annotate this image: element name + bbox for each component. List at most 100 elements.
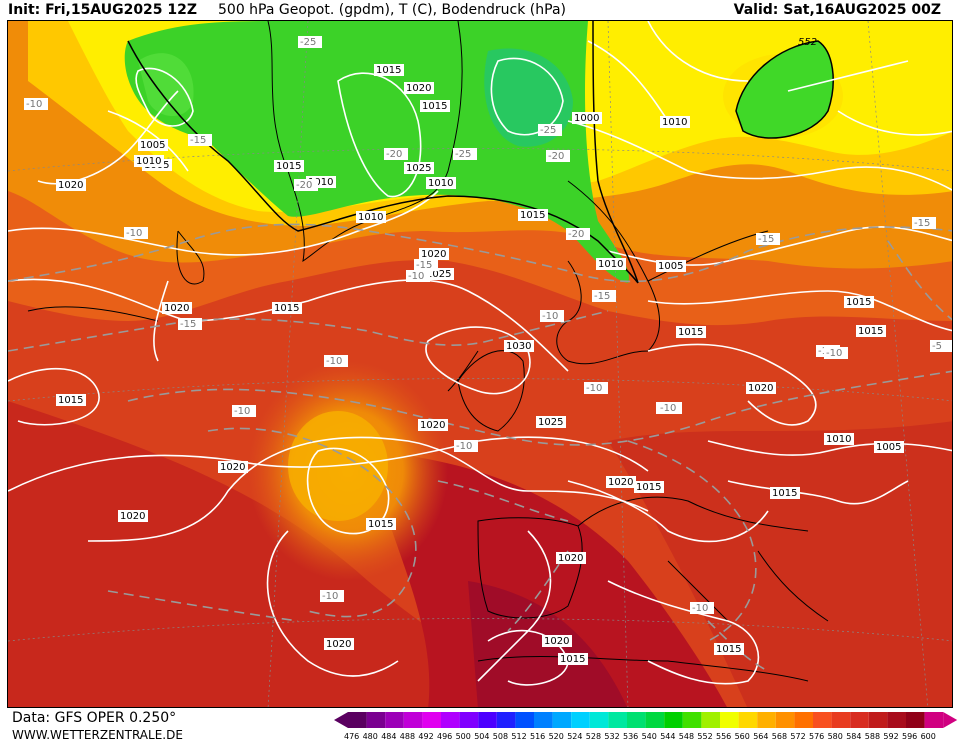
pressure-label: 1015 [56, 394, 86, 406]
temperature-label: -10 [406, 270, 430, 282]
legend-value: 536 [623, 732, 638, 740]
legend-swatch [422, 712, 441, 728]
temperature-label: -10 [324, 355, 348, 367]
shade-region [608, 421, 952, 707]
map-canvas: 552 100510151020101510251010100010101005… [8, 21, 952, 707]
contour-552-label: 552 [798, 37, 817, 48]
temperature-label: -15 [756, 233, 780, 245]
svg-text:1010: 1010 [358, 212, 383, 223]
legend-value: 532 [604, 732, 619, 740]
svg-text:-10: -10 [408, 271, 424, 282]
legend-value: 576 [809, 732, 824, 740]
temperature-label: -15 [592, 290, 616, 302]
pressure-label: 1015 [558, 653, 588, 665]
svg-text:-25: -25 [455, 149, 471, 160]
legend-swatch [645, 712, 665, 728]
svg-text:1020: 1020 [58, 180, 83, 191]
legend-swatch [348, 712, 367, 728]
pressure-label: 1020 [419, 248, 449, 260]
legend-swatch [515, 712, 534, 728]
svg-text:1015: 1015 [376, 65, 401, 76]
pressure-label: 1000 [572, 112, 602, 124]
svg-text:1015: 1015 [716, 644, 741, 655]
svg-text:-10: -10 [456, 441, 472, 452]
legend-value: 504 [474, 732, 489, 740]
svg-text:1020: 1020 [220, 462, 245, 473]
legend-swatch [924, 712, 944, 728]
svg-text:-5: -5 [932, 341, 942, 352]
legend-swatch [813, 712, 832, 728]
svg-text:1015: 1015 [636, 482, 661, 493]
pressure-label: 1015 [366, 518, 396, 530]
svg-text:-10: -10 [326, 356, 342, 367]
temperature-label: -25 [538, 124, 562, 136]
svg-text:-15: -15 [416, 260, 432, 271]
legend-value: 584 [846, 732, 861, 740]
legend-value: 524 [567, 732, 582, 740]
legend-value: 512 [511, 732, 526, 740]
pressure-labels: 1005101510201015102510101000101010051010… [56, 64, 904, 665]
legend-value: 552 [697, 732, 712, 740]
pressure-label: 1020 [418, 419, 448, 431]
temperature-label: -20 [294, 179, 318, 191]
svg-text:1020: 1020 [164, 303, 189, 314]
map-title: 500 hPa Geopot. (gpdm), T (C), Bodendruc… [218, 2, 566, 18]
legend-swatch [738, 712, 758, 728]
legend-value: 500 [456, 732, 471, 740]
temperature-label: -25 [453, 148, 477, 160]
svg-text:1025: 1025 [426, 269, 451, 280]
temperature-label: -20 [546, 150, 570, 162]
pressure-label: 1020 [218, 461, 248, 473]
pressure-label: 1030 [504, 340, 534, 352]
legend-value: 580 [828, 732, 843, 740]
svg-text:1010: 1010 [308, 177, 333, 188]
legend-value: 564 [753, 732, 768, 740]
shade-region [368, 451, 727, 707]
legend-swatch [794, 712, 813, 728]
legend-value: 568 [772, 732, 787, 740]
temperature-label: -10 [540, 310, 564, 322]
pressure-label: 1015 [634, 481, 664, 493]
pressure-label: 1005 [656, 260, 686, 272]
legend-swatch [534, 712, 553, 728]
pressure-label: 1020 [56, 179, 86, 191]
cutoff-low-region [735, 40, 834, 139]
legend-value: 560 [735, 732, 750, 740]
legend-swatch [887, 712, 906, 728]
svg-text:1020: 1020 [421, 249, 446, 260]
header-bar: Init: Fri,15AUG2025 12Z 500 hPa Geopot. … [0, 0, 959, 20]
pressure-label: 1015 [272, 302, 302, 314]
svg-text:-20: -20 [548, 151, 564, 162]
weather-map: 552 100510151020101510251010100010101005… [7, 20, 953, 708]
svg-text:-15: -15 [180, 319, 196, 330]
svg-text:-20: -20 [386, 149, 402, 160]
pressure-label: 1005 [138, 139, 168, 151]
pressure-label: 1010 [426, 177, 456, 189]
pressure-label: 1020 [606, 476, 636, 488]
pressure-label: 1010 [134, 155, 164, 167]
pressure-label: 1015 [676, 326, 706, 338]
legend-value: 528 [586, 732, 601, 740]
svg-text:-10: -10 [322, 591, 338, 602]
pressure-label: 1010 [824, 433, 854, 445]
legend-swatch [459, 712, 479, 728]
svg-text:-10: -10 [26, 99, 42, 110]
temperature-label: -5 [930, 340, 952, 352]
legend-value: 540 [642, 732, 657, 740]
svg-text:1015: 1015 [520, 210, 545, 221]
svg-text:-10: -10 [692, 603, 708, 614]
pressure-label: 1010 [660, 116, 690, 128]
svg-text:-10: -10 [234, 406, 250, 417]
temperature-label: -15 [414, 259, 438, 271]
svg-text:1020: 1020 [544, 636, 569, 647]
legend-value: 600 [921, 732, 936, 740]
legend-swatch [906, 712, 925, 728]
svg-text:1010: 1010 [598, 259, 623, 270]
svg-text:1015: 1015 [772, 488, 797, 499]
legend-swatch [831, 712, 851, 728]
legend-swatch [366, 712, 386, 728]
legend-value: 592 [883, 732, 898, 740]
svg-text:-10: -10 [660, 403, 676, 414]
svg-text:1020: 1020 [406, 83, 431, 94]
legend-swatch [627, 712, 646, 728]
